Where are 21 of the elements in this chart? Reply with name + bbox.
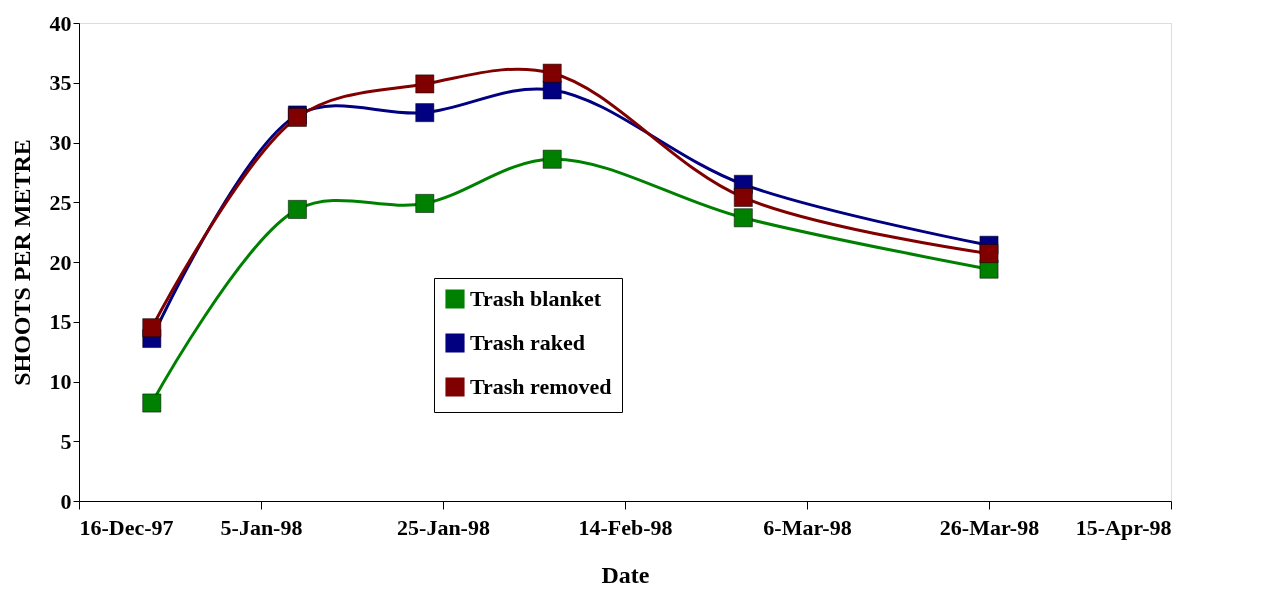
y-axis-title: SHOOTS PER METRE [8, 139, 35, 386]
y-tick-label: 40 [49, 10, 72, 36]
x-tick-label: 26-Mar-98 [939, 514, 1040, 540]
legend-label: Trash raked [470, 330, 586, 355]
x-tick-label: 6-Mar-98 [763, 514, 852, 540]
legend-label: Trash blanket [470, 286, 602, 311]
x-axis-title: Date [601, 561, 650, 588]
legend-label: Trash removed [470, 374, 612, 399]
y-tick-label: 30 [49, 130, 72, 155]
y-tick-label: 15 [49, 309, 72, 335]
x-tick-label: 25-Jan-98 [397, 514, 490, 540]
x-tick-label: 5-Jan-98 [220, 514, 303, 540]
y-tick-label: 0 [60, 488, 72, 514]
y-tick-label: 5 [60, 428, 72, 454]
x-tick-label: 14-Feb-98 [578, 514, 673, 540]
y-tick-label: 25 [49, 189, 72, 215]
x-tick-label: 15-Apr-98 [1075, 514, 1172, 540]
x-tick-label: 16-Dec-97 [79, 514, 174, 540]
y-tick-label: 10 [49, 369, 72, 394]
y-tick-label: 20 [49, 249, 72, 275]
y-tick-label: 35 [49, 70, 72, 96]
